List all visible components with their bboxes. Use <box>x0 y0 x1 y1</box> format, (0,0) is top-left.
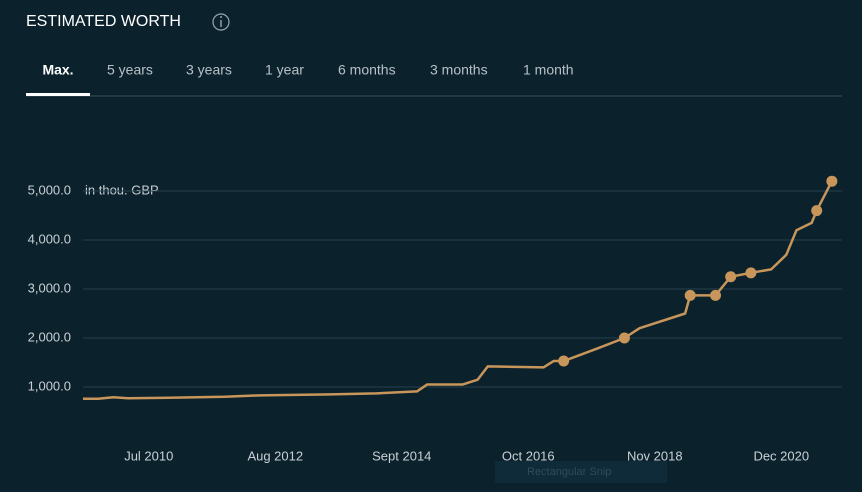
event-marker[interactable] <box>710 289 721 301</box>
y-tick-label: 1,000.0 <box>28 378 71 393</box>
event-marker[interactable] <box>618 332 630 344</box>
y-tick-label: 2,000.0 <box>28 329 71 344</box>
x-tick-label: Dec 2020 <box>753 448 809 463</box>
snip-overlay: Rectangular Snip <box>495 461 667 483</box>
tab[interactable]: 1 month <box>523 62 574 78</box>
event-marker[interactable] <box>745 267 757 279</box>
y-tick-label: 4,000.0 <box>28 231 71 246</box>
x-tick-label: Jul 2010 <box>124 448 173 463</box>
unit-label: in thou. GBP <box>85 182 159 197</box>
title: ESTIMATED WORTH <box>26 13 181 30</box>
y-tick-label: 3,000.0 <box>28 280 71 295</box>
tab[interactable]: 1 year <box>265 62 304 78</box>
tab-underline <box>26 93 90 96</box>
tab[interactable]: 5 years <box>107 62 153 78</box>
tab[interactable]: Max. <box>42 62 73 78</box>
y-tick-label: 5,000.0 <box>28 182 71 197</box>
tab[interactable]: 3 months <box>430 62 488 78</box>
worth-line <box>83 180 833 401</box>
tab[interactable]: 6 months <box>338 62 396 78</box>
overlay-text: Rectangular Snip <box>527 466 611 478</box>
tab[interactable]: 3 years <box>186 62 232 78</box>
event-marker[interactable] <box>811 205 823 217</box>
event-marker[interactable] <box>558 355 570 367</box>
event-marker[interactable] <box>725 271 737 283</box>
x-tick-label: Oct 2016 <box>502 448 555 463</box>
event-marker[interactable] <box>826 175 838 187</box>
x-tick-label: Nov 2018 <box>627 448 683 463</box>
info-icon[interactable] <box>212 13 230 31</box>
event-marker[interactable] <box>684 289 696 301</box>
x-tick-label: Aug 2012 <box>247 448 303 463</box>
x-tick-label: Sept 2014 <box>372 448 431 463</box>
